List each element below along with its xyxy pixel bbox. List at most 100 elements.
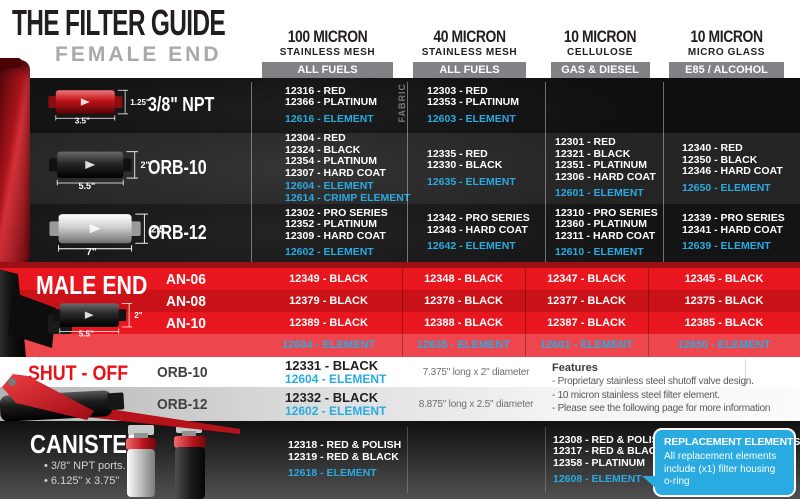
aeromotive-logo-mark (80, 97, 90, 106)
part-number: 12387 - BLACK (547, 317, 626, 329)
column-media-label: STAINLESS MESH (279, 47, 376, 58)
column-divider (663, 82, 664, 262)
column-media-label: MICRO GLASS (687, 47, 766, 58)
dimension-note: 8.875" long x 2.5" diameter (418, 398, 534, 410)
column-media-label: CELLULOSE (567, 47, 633, 58)
part-number: 12377 - BLACK (547, 295, 626, 307)
element-number: 12618 - ELEMENT (288, 467, 377, 480)
column-divider (251, 82, 252, 262)
column-media-label: STAINLESS MESH (421, 47, 518, 58)
part-cell: 12331 - BLACK 12604 - ELEMENT (255, 357, 407, 387)
svg-text:2": 2" (134, 311, 143, 320)
svg-text:7": 7" (86, 247, 97, 256)
part-cell: 12335 - RED 12330 - BLACK 12635 - ELEMENT (407, 133, 545, 204)
column-fuel-badge: E85 / ALCOHOL (669, 62, 784, 78)
female-row-1: 1.25" 3.5" 3/8" NPT 12316 - RED 12366 - PL… (0, 78, 800, 133)
female-row-2: 2" 5.5" ORB-10 12304 - RED 12324 - BLACK 12… (0, 132, 800, 204)
part-cell: 12339 - PRO SERIES 12341 - HARD COAT 12639… (663, 204, 800, 262)
part-cell: 12316 - RED 12366 - PLATINUM 12616 - ELEME… (255, 78, 407, 133)
feature-item: - Please see the following page for more… (552, 403, 771, 414)
part-number: 12301 - RED (555, 136, 616, 149)
element-number: 12642 - ELEMENT (427, 240, 516, 253)
part-cell: 12304 - RED 12324 - BLACK 12354 - PLATINUM… (255, 132, 410, 204)
element-number: 12610 - ELEMENT (555, 246, 644, 258)
canister-specs: • 3/8" NPT ports. • 6.125" x 3.75" (44, 459, 126, 489)
title-block: THE FILTER GUIDE FEMALE END (12, 5, 325, 67)
part-number: 12388 - BLACK (424, 317, 503, 329)
column-micron-label: 10 MICRON (690, 27, 763, 46)
part-cell: 12301 - RED 12321 - BLACK 12351 - PLATINUM… (545, 133, 663, 204)
part-cell: FABRIC 12303 - RED 12353 - PLATINUM 12603 -… (397, 78, 545, 133)
part-number: 12316 - RED (285, 84, 346, 97)
part-cell: 12302 - PRO SERIES 12352 - PLATINUM 12309 … (255, 204, 407, 262)
column-header-2: 40 MICRON STAINLESS MESH ALL FUELS (407, 27, 532, 78)
element-number: 12602 - ELEMENT (285, 246, 374, 258)
part-cell (545, 78, 663, 133)
svg-text:1.25": 1.25" (130, 97, 150, 106)
column-micron-label: 100 MICRON (287, 27, 368, 46)
filter-image-wrap: 2" 5.5" (44, 143, 176, 194)
part-number: 12304 - RED (285, 132, 346, 144)
male-end-section: MALE END AN-06 12349 - BLACK 12348 - BLACK… (0, 262, 800, 357)
part-number: 12318 - RED & POLISH (288, 439, 402, 452)
part-number: 12366 - PLATINUM (285, 96, 377, 109)
part-number: 12310 - PRO SERIES (555, 206, 658, 219)
part-number: 12307 - HARD COAT (285, 166, 386, 179)
column-micron-label: 40 MICRON (433, 27, 506, 46)
canister-bullet: • 3/8" NPT ports. (44, 460, 126, 472)
column-divider (402, 268, 403, 357)
svg-text:5.5": 5.5" (79, 330, 94, 338)
female-row-label: ORB-10 (148, 157, 207, 179)
feature-item: - Proprietary stainless steel shutoff va… (552, 376, 754, 387)
element-number: 12601 - ELEMENT (540, 338, 633, 351)
canister-section: CANISTER • 3/8" NPT ports. • 6.125" x 3.7… (0, 421, 800, 499)
female-row-3: 2.5" 7" ORB-12 12302 - PRO SERIES 12352 - … (0, 204, 800, 262)
chrome-filter-image: 2.5" 7" (49, 213, 170, 258)
black-filter-image: 2" 5.5" (52, 303, 143, 339)
male-an-label: AN-08 (166, 292, 206, 310)
part-number: 12360 - PLATINUM (555, 218, 647, 230)
part-number: 12317 - RED & BLACK (553, 445, 664, 457)
dimension-note: 7.375" long x 2" diameter (422, 366, 530, 378)
part-number: 12349 - BLACK (289, 273, 368, 285)
column-divider (525, 268, 526, 357)
element-number: 12602 - ELEMENT (285, 403, 387, 418)
column-divider (545, 82, 546, 262)
part-number: 12351 - PLATINUM (555, 159, 647, 172)
filter-image-wrap: 2.5" 7" (44, 205, 190, 261)
part-number: 12341 - HARD COAT (682, 223, 783, 236)
replacement-elements-title: REPLACEMENT ELEMENTS (664, 436, 800, 448)
part-number: 12343 - HARD COAT (427, 223, 528, 236)
features-block: Features - Proprietary stainless steel s… (552, 361, 798, 416)
male-an-label: AN-06 (166, 270, 206, 288)
svg-text:2.5": 2.5" (151, 224, 170, 235)
male-an-label: AN-10 (166, 314, 206, 332)
part-number: 12339 - PRO SERIES (682, 212, 785, 225)
part-number: 12352 - PLATINUM (285, 218, 377, 230)
shut-off-section: SHUT - OFF Features - Proprietary stainl… (0, 357, 800, 434)
aeromotive-logo-mark (89, 224, 101, 234)
element-number: 12650 - ELEMENT (682, 181, 771, 194)
features-title: Features (552, 362, 598, 374)
part-number: 12332 - BLACK (285, 389, 379, 405)
column-fuel-badge: GAS & DIESEL (550, 62, 650, 78)
male-end-heading: MALE END (36, 270, 148, 300)
column-micron-label: 10 MICRON (563, 27, 637, 46)
part-number: 12379 - BLACK (289, 295, 368, 307)
part-number: 12378 - BLACK (424, 295, 503, 307)
part-number: 12385 - BLACK (684, 317, 764, 329)
element-number: 12650 - ELEMENT (677, 338, 771, 351)
element-number: 12604 - ELEMENT (285, 371, 387, 386)
svg-text:5.5": 5.5" (78, 180, 95, 189)
svg-text:3.5": 3.5" (75, 116, 90, 124)
shutoff-valve-image (0, 374, 240, 434)
female-row-label: 3/8" NPT (148, 94, 215, 116)
filter-image-wrap: 1.25" 3.5" (44, 82, 162, 128)
element-number: 12616 - ELEMENT (285, 112, 374, 125)
male-fitting-image (0, 269, 72, 357)
part-cell: 12310 - PRO SERIES 12360 - PLATINUM 12311 … (545, 204, 663, 262)
part-number: 12348 - BLACK (424, 273, 503, 285)
female-end-heading: FEMALE END (55, 43, 222, 66)
part-number: 12350 - BLACK (682, 153, 758, 166)
replacement-elements-callout: REPLACEMENT ELEMENTS All replacement ele… (642, 428, 800, 497)
